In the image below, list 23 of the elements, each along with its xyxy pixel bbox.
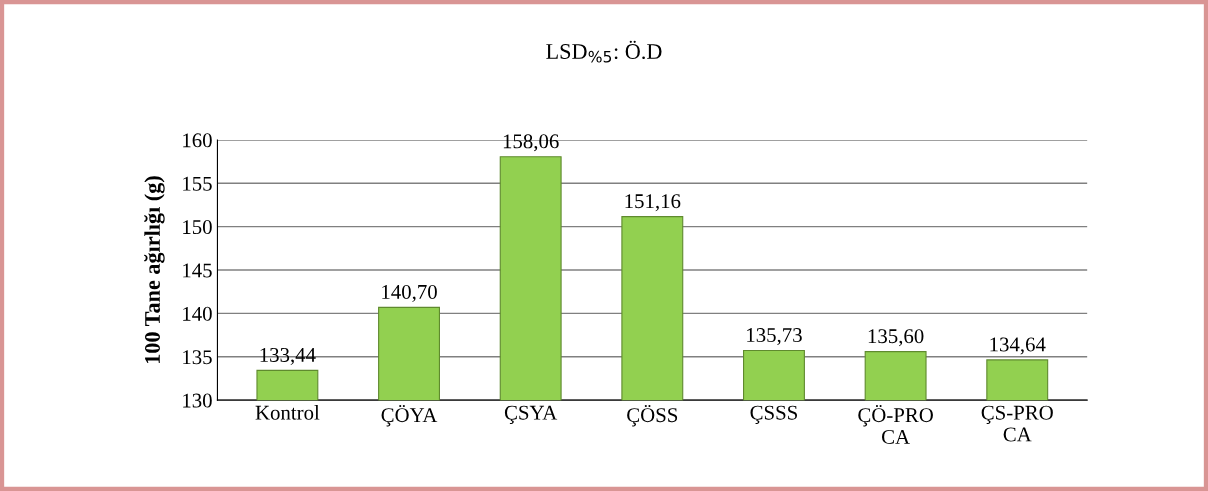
x-tick-label: ÇÖ-PRO CA: [858, 405, 933, 444]
x-tick-label: ÇSSS: [750, 405, 797, 424]
y-tick-label: 150: [183, 220, 212, 235]
x-tick-label: ÇSYA: [504, 405, 558, 424]
y-tick-label: 130: [183, 393, 212, 408]
x-tick-label: ÇÖSS: [627, 405, 678, 427]
x-tick-label: Kontrol: [255, 405, 320, 420]
data-label: 134,64: [990, 337, 1046, 355]
data-label: 140,70: [382, 284, 437, 302]
y-tick-label: 145: [183, 263, 212, 278]
x-tick-label: ÇS-PRO CA: [981, 405, 1053, 442]
data-label: 151,16: [625, 194, 681, 212]
data-label: 133,44: [260, 347, 316, 365]
data-label: 135,73: [747, 328, 802, 346]
y-tick-label: 160: [183, 133, 212, 148]
x-tick-label: ÇÖYA: [381, 405, 438, 427]
chart-title: LSD$_{%5}$: Ö.D: [546, 40, 662, 63]
y-tick-label: 135: [183, 350, 212, 365]
data-label: 158,06: [503, 134, 559, 152]
y-tick-label: 155: [183, 176, 212, 191]
y-axis-title: 100 Tane ağırlığı (g): [144, 176, 165, 364]
y-tick-label: 140: [183, 306, 212, 321]
data-label: 135,60: [868, 329, 924, 347]
